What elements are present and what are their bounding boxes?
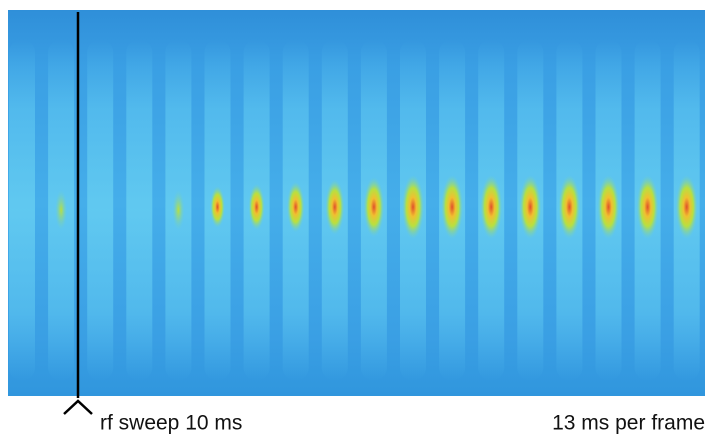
atom-cloud (248, 183, 265, 231)
atom-cloud (558, 175, 581, 239)
atom-cloud (325, 179, 345, 235)
atom-cloud (210, 186, 225, 228)
atom-cloud (636, 175, 659, 239)
atom-cloud (172, 190, 185, 230)
sweep-arrow (63, 399, 93, 415)
frame-column (9, 40, 35, 380)
atom-cloud (402, 175, 424, 239)
atom-cloud (286, 181, 305, 233)
frame-column (126, 40, 153, 380)
left-label: rf sweep 10 ms (100, 412, 242, 435)
frame-column (87, 40, 114, 380)
image-background (8, 10, 705, 396)
atom-cloud (519, 175, 542, 239)
right-label: 13 ms per frame (552, 412, 705, 435)
atom-cloud (597, 175, 620, 239)
atom-cloud (55, 190, 68, 230)
atom-cloud (363, 177, 385, 237)
atom-cloud (480, 175, 503, 239)
atom-cloud (675, 175, 698, 239)
atom-cloud (441, 175, 464, 239)
frames (9, 40, 700, 380)
